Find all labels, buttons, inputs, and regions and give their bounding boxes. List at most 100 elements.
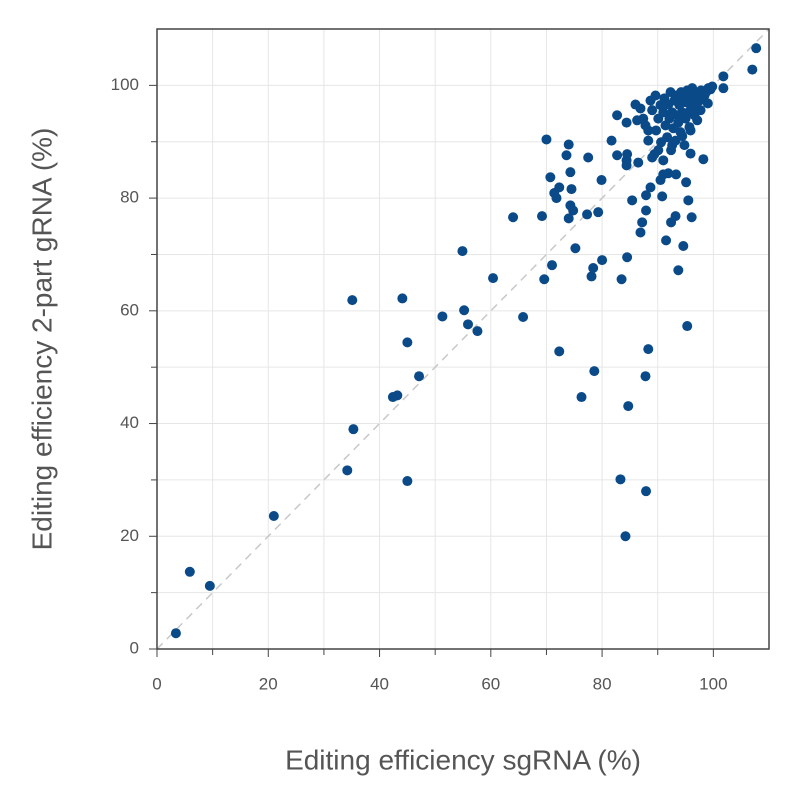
point [563, 139, 574, 150]
point [633, 157, 644, 168]
x-axis-title: Editing efficiency sgRNA (%) [285, 744, 641, 775]
x-tick-label: 80 [593, 674, 612, 693]
point [718, 83, 729, 94]
point [718, 71, 729, 82]
y-tick-label: 80 [120, 188, 139, 207]
point [583, 152, 594, 163]
point [650, 90, 661, 101]
point [667, 140, 678, 151]
point [184, 566, 195, 577]
point [606, 135, 617, 146]
point [392, 390, 403, 401]
x-tick-label: 40 [370, 674, 389, 693]
point [414, 371, 425, 382]
point [679, 140, 690, 151]
point [643, 135, 654, 146]
point [641, 190, 652, 201]
point [686, 212, 697, 223]
point [539, 274, 550, 285]
point [616, 274, 627, 285]
point [623, 401, 634, 412]
point [554, 346, 565, 357]
y-tick-label: 40 [120, 413, 139, 432]
point [695, 105, 706, 116]
point [621, 117, 632, 128]
point [673, 265, 684, 276]
point [612, 150, 623, 161]
point [582, 209, 593, 220]
point [551, 193, 562, 204]
point [541, 134, 552, 145]
point [472, 326, 483, 337]
y-tick-label: 0 [130, 638, 139, 657]
point [645, 182, 656, 193]
point [547, 260, 558, 271]
point [622, 252, 633, 263]
point [627, 195, 638, 206]
point [637, 217, 648, 228]
point [641, 205, 652, 216]
point [751, 43, 762, 54]
point [647, 105, 658, 116]
point [554, 182, 565, 193]
point [635, 103, 646, 114]
point [397, 293, 408, 304]
point [747, 64, 758, 75]
point [677, 131, 688, 142]
y-tick-label: 100 [111, 75, 139, 94]
point [596, 175, 607, 186]
point [692, 115, 703, 126]
point [670, 211, 681, 222]
point [347, 295, 358, 306]
point [620, 531, 631, 542]
point [597, 255, 608, 266]
y-axis-title: Editing efficiency 2-part gRNA (%) [26, 128, 57, 551]
point [641, 486, 652, 497]
point [576, 392, 587, 403]
point [563, 213, 574, 224]
point [683, 195, 694, 206]
point [268, 510, 279, 521]
point [508, 212, 519, 223]
point [204, 580, 215, 591]
point [545, 172, 556, 183]
point [488, 273, 499, 284]
point [342, 465, 353, 476]
point [612, 110, 623, 121]
point [653, 145, 664, 156]
point [348, 424, 359, 435]
point [707, 81, 718, 92]
point [457, 246, 468, 257]
point [663, 168, 674, 179]
identity-line [156, 28, 770, 650]
point [566, 184, 577, 195]
point [437, 311, 448, 322]
point [570, 243, 581, 254]
point [661, 235, 672, 246]
point [568, 205, 579, 216]
point [621, 160, 632, 171]
point [402, 476, 413, 487]
x-tick-label: 0 [152, 674, 161, 693]
point [658, 155, 669, 166]
point [657, 191, 668, 202]
point [593, 207, 604, 218]
plot-frame [156, 28, 770, 650]
point [588, 262, 599, 273]
point [682, 321, 693, 332]
x-tick-label: 60 [481, 674, 500, 693]
point [586, 271, 597, 282]
point [678, 241, 689, 251]
point [698, 154, 709, 165]
point [658, 107, 669, 118]
point [561, 150, 572, 161]
point [459, 305, 470, 316]
point [643, 344, 654, 355]
point [565, 167, 576, 178]
point [640, 371, 651, 382]
point [615, 474, 626, 485]
point [589, 366, 600, 377]
point [685, 125, 696, 136]
point [635, 227, 646, 238]
